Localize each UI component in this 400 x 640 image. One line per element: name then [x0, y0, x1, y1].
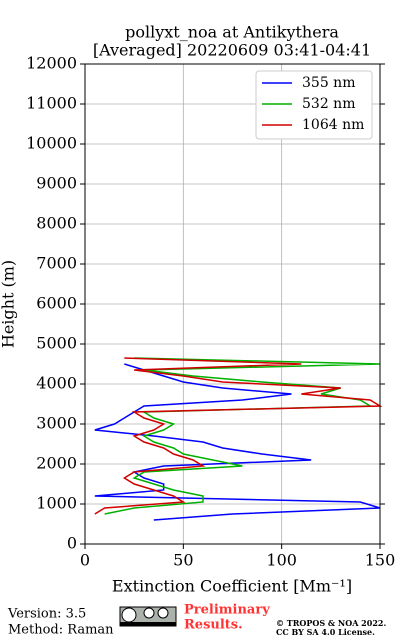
y-axis-label: Height (m): [0, 260, 18, 348]
y-tick-label: 7000: [36, 254, 77, 273]
x-tick-label: 50: [173, 551, 193, 570]
y-tick-label: 11000: [26, 94, 77, 113]
y-tick-label: 0: [67, 534, 77, 553]
chart-subtitle: [Averaged] 20220609 03:41-04:41: [93, 41, 371, 60]
notice: Results.: [184, 618, 243, 633]
legend-label: 355 nm: [302, 75, 355, 91]
legend-label: 1064 nm: [302, 117, 364, 133]
series-line: [94, 357, 383, 515]
y-tick-label: 6000: [36, 294, 77, 313]
legend-box: [255, 70, 373, 140]
y-tick-label: 12000: [26, 54, 77, 73]
y-tick-label: 8000: [36, 214, 77, 233]
license: CC BY SA 4.0 License.: [276, 627, 375, 637]
plot-frame: [84, 63, 381, 545]
y-tick-label: 5000: [36, 334, 77, 353]
series-line: [94, 363, 381, 521]
cc-logo: [119, 606, 177, 627]
series-line: [104, 357, 381, 515]
y-tick-label: 3000: [36, 414, 77, 433]
y-tick-label: 9000: [36, 174, 77, 193]
chart-title: pollyxt_noa at Antikythera: [125, 23, 339, 42]
version: Version: 3.5: [7, 607, 86, 622]
x-tick-label: 100: [266, 551, 297, 570]
y-tick-label: 1000: [36, 494, 77, 513]
y-tick-label: 2000: [36, 454, 77, 473]
legend-label: 532 nm: [302, 96, 355, 112]
x-tick-label: 0: [80, 551, 90, 570]
x-axis-label: Extinction Coefficient [Mm⁻¹]: [112, 577, 352, 596]
y-tick-label: 10000: [26, 134, 77, 153]
y-tick-label: 4000: [36, 374, 77, 393]
license: © TROPOS & NOA 2022.: [276, 618, 386, 628]
notice: Preliminary: [184, 603, 270, 618]
method: Method: Raman: [8, 623, 114, 638]
x-tick-label: 150: [365, 551, 396, 570]
